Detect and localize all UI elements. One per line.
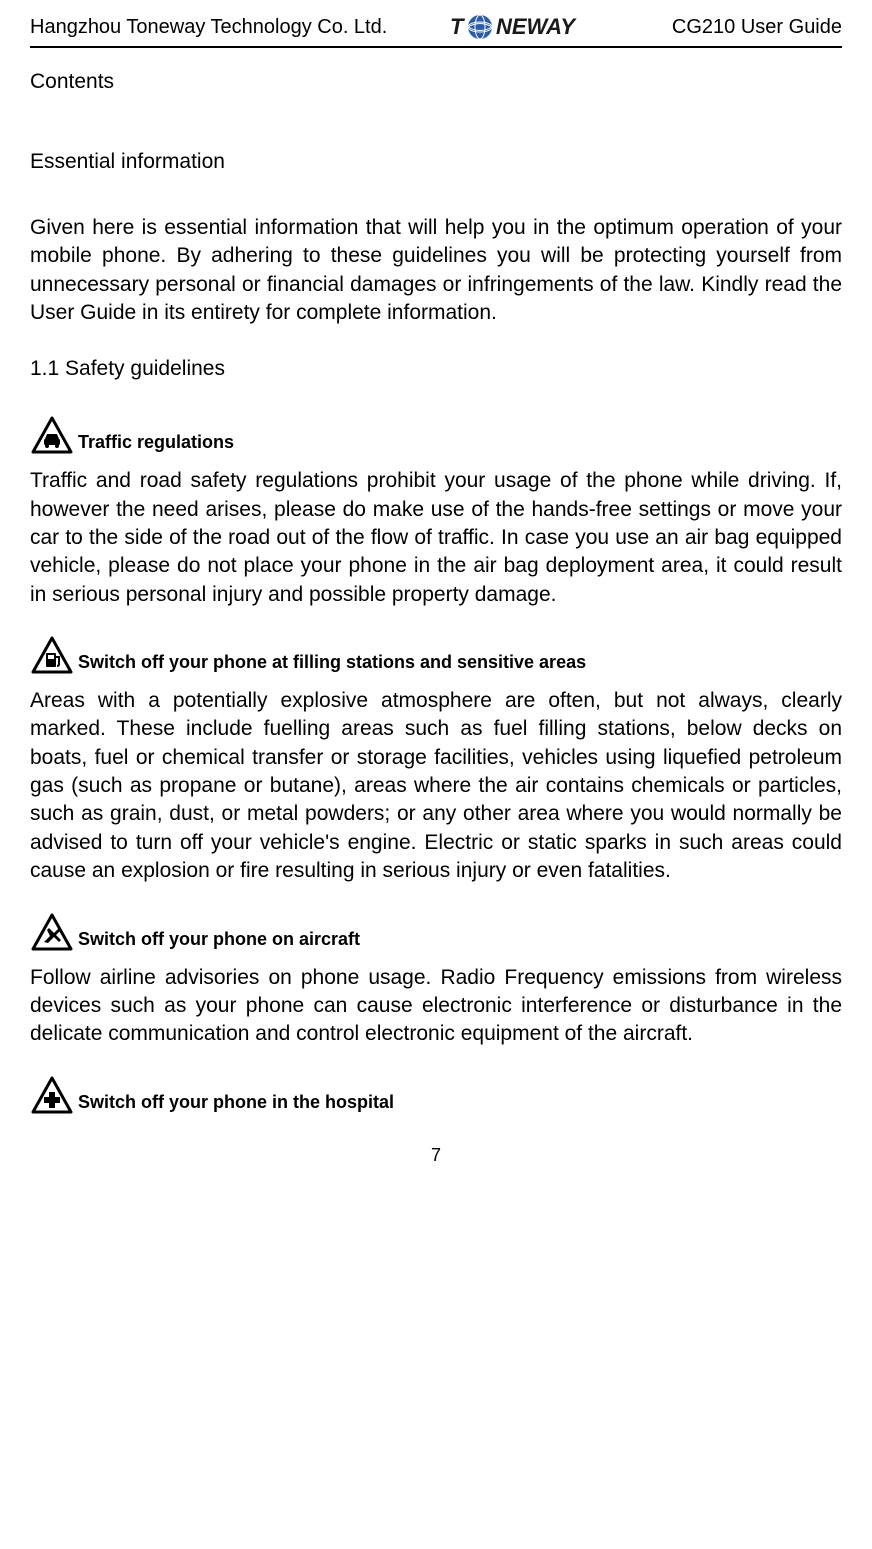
safety-title: 1.1 Safety guidelines [30,357,842,381]
guideline-heading: Switch off your phone in the hospital [78,1092,394,1115]
guideline-heading: Switch off your phone at filling station… [78,652,586,675]
guideline-heading: Traffic regulations [78,432,234,455]
contents-title: Contents [30,70,842,94]
company-logo: T NEWAY [450,12,610,42]
guideline-heading-row: Switch off your phone in the hospital [30,1075,842,1115]
header-divider [30,46,842,48]
guideline-heading-row: Switch off your phone at filling station… [30,635,842,675]
guideline-text: Follow airline advisories on phone usage… [30,964,842,1049]
guideline-heading-row: Switch off your phone on aircraft [30,912,842,952]
svg-text:NEWAY: NEWAY [496,14,577,39]
guideline-text: Traffic and road safety regulations proh… [30,467,842,609]
hospital-warning-icon [30,1075,74,1115]
guideline-heading-row: Traffic regulations [30,415,842,455]
guideline-text: Areas with a potentially explosive atmos… [30,687,842,885]
doc-title: CG210 User Guide [672,16,842,39]
fuel-warning-icon [30,635,74,675]
guideline-heading: Switch off your phone on aircraft [78,929,360,952]
essential-info-title: Essential information [30,150,842,174]
plane-warning-icon [30,912,74,952]
company-name: Hangzhou Toneway Technology Co. Ltd. [30,16,387,39]
car-warning-icon [30,415,74,455]
svg-text:T: T [450,14,465,39]
page-header: Hangzhou Toneway Technology Co. Ltd. T N… [30,12,842,42]
essential-info-intro: Given here is essential information that… [30,214,842,327]
page-number: 7 [30,1145,842,1166]
